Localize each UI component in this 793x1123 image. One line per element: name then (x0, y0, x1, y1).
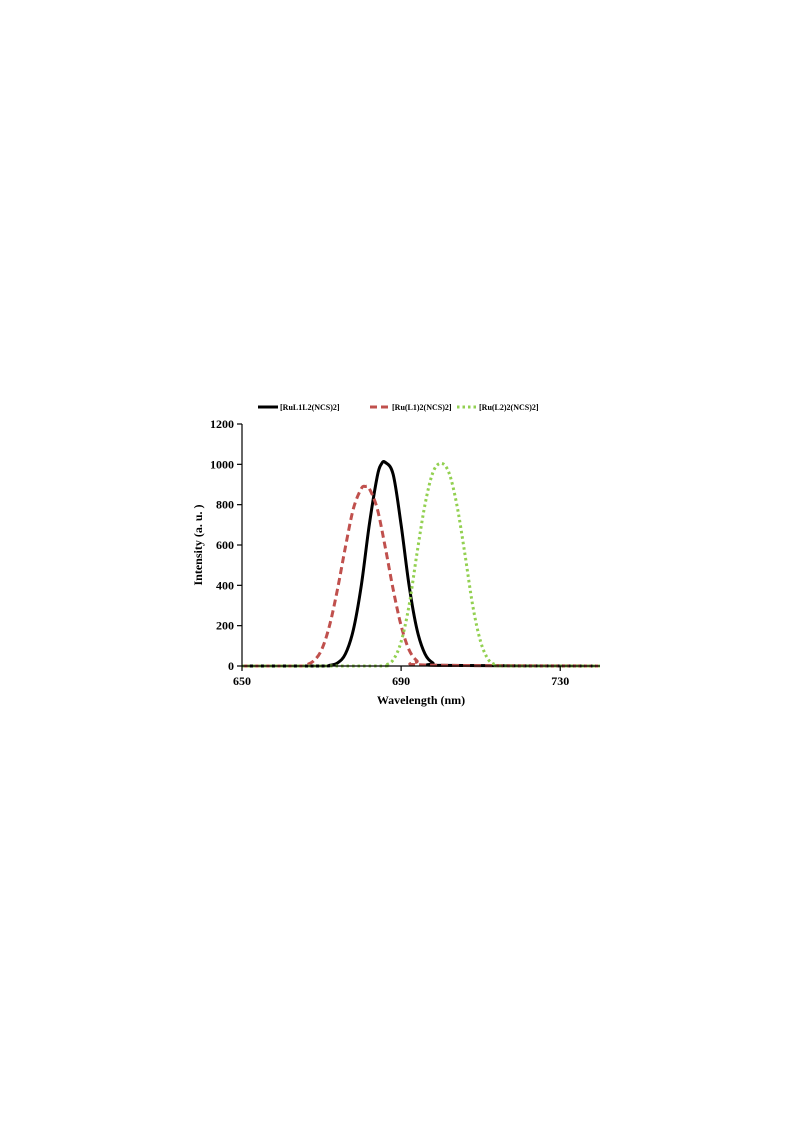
x-tick-label: 730 (551, 674, 569, 688)
x-tick-label: 650 (233, 674, 251, 688)
y-tick-label: 400 (216, 578, 234, 592)
series-line-1 (241, 460, 601, 668)
x-ticks: 650 690 730 (233, 666, 569, 688)
legend-label-1: [RuL1L2(NCS)2] (280, 403, 340, 412)
y-tick-label: 200 (216, 619, 234, 633)
axes: 0 200 400 600 800 1000 1200 650 690 730 (210, 417, 600, 688)
y-axis-title: Intensity (a. u. ) (191, 504, 205, 585)
y-ticks: 0 200 400 600 800 1000 1200 (210, 417, 242, 673)
y-tick-label: 1200 (210, 417, 234, 431)
y-tick-label: 800 (216, 498, 234, 512)
x-tick-label: 690 (392, 674, 410, 688)
y-tick-label: 1000 (210, 457, 234, 471)
legend: [RuL1L2(NCS)2] [Ru(L1)2(NCS)2] [Ru(L2)2(NC… (258, 403, 539, 412)
series-line-3 (241, 461, 600, 668)
x-axis-title: Wavelength (nm) (377, 693, 465, 707)
legend-label-2: [Ru(L1)2(NCS)2] (392, 403, 452, 412)
series-line-2 (241, 484, 601, 668)
y-tick-label: 600 (216, 538, 234, 552)
legend-label-3: [Ru(L2)2(NCS)2] (479, 403, 539, 412)
series-layer (241, 460, 601, 668)
y-tick-label: 0 (228, 659, 234, 673)
